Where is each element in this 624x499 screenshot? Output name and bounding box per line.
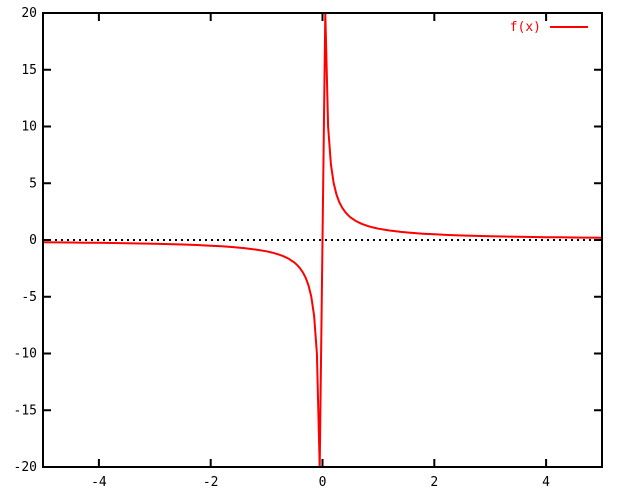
y-tick-label: 20 <box>21 6 37 21</box>
y-tick-label: -5 <box>21 290 37 305</box>
x-tick-label: 0 <box>319 475 327 490</box>
legend-label-fx: f(x) <box>510 20 541 35</box>
y-tick-label: 0 <box>29 233 37 248</box>
y-tick-label: -10 <box>14 347 37 362</box>
curve-fx <box>42 12 603 468</box>
y-tick-label: -20 <box>14 460 37 475</box>
y-tick-label: -15 <box>14 403 37 418</box>
x-tick-label: 4 <box>542 475 550 490</box>
y-tick-label: 5 <box>29 176 37 191</box>
x-tick-label: -2 <box>203 475 219 490</box>
x-tick-label: 2 <box>430 475 438 490</box>
x-tick-label: -4 <box>91 475 107 490</box>
y-tick-label: 10 <box>21 120 37 135</box>
y-tick-label: 15 <box>21 63 37 78</box>
